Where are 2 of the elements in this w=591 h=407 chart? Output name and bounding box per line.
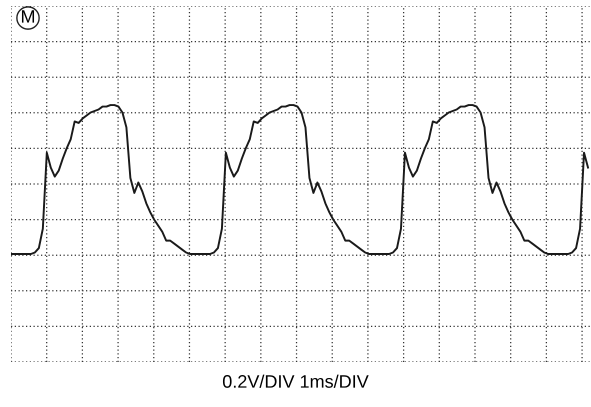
text: 0.2V/DIV 1ms/DIV — [222, 374, 369, 388]
text: M — [22, 10, 34, 23]
